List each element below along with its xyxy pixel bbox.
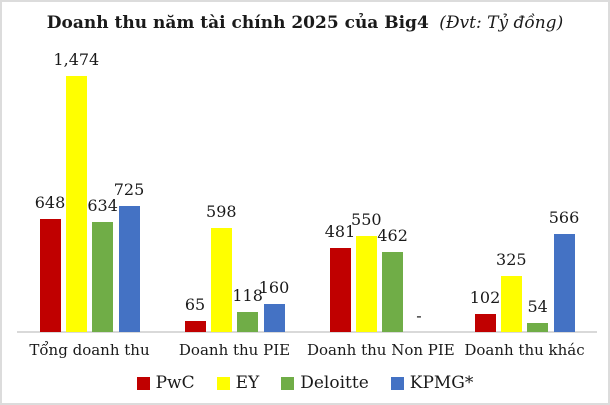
legend-swatch-icon xyxy=(390,376,404,390)
legend-swatch-icon xyxy=(136,376,150,390)
bar-value-label: 725 xyxy=(113,180,145,199)
bar-kpmg-0 xyxy=(118,206,140,332)
chart-legend: PwC EY Deloitte KPMG* xyxy=(2,373,608,393)
bar-ey-0 xyxy=(65,76,87,332)
bar-value-label: 325 xyxy=(496,250,527,269)
legend-item-deloitte: Deloitte xyxy=(281,373,369,393)
legend-label: PwC xyxy=(155,373,195,393)
bar-ey-1 xyxy=(210,228,232,332)
bar-value-label: - xyxy=(416,306,422,325)
bar-value-label: 598 xyxy=(206,202,237,221)
bar-pwc-3 xyxy=(474,314,496,332)
x-axis-line xyxy=(17,331,597,333)
chart-title-main: Doanh thu năm tài chính 2025 của Big4 xyxy=(46,13,429,33)
bar-value-label: 102 xyxy=(469,288,501,307)
bar-value-label: 1,474 xyxy=(53,50,100,69)
legend-swatch-icon xyxy=(216,376,230,390)
category-label: Doanh thu Non PIE xyxy=(307,341,455,359)
chart-title: Doanh thu năm tài chính 2025 của Big4 (Đ… xyxy=(2,13,608,33)
legend-label: Deloitte xyxy=(300,373,369,393)
bar-value-label: 462 xyxy=(377,226,408,245)
bar-ey-2 xyxy=(355,236,377,332)
category-label: Doanh thu PIE xyxy=(178,341,291,359)
bar-value-label: 550 xyxy=(351,210,382,229)
bar-pwc-1 xyxy=(184,321,206,332)
category-label: Doanh thu khác xyxy=(464,341,585,359)
legend-item-pwc: PwC xyxy=(136,373,195,393)
bar-pwc-2 xyxy=(329,248,351,332)
bar-deloitte-3 xyxy=(527,323,549,332)
legend-label: EY xyxy=(235,373,260,393)
bar-kpmg-3 xyxy=(553,234,575,332)
bar-value-label: 634 xyxy=(87,196,118,215)
bar-deloitte-1 xyxy=(237,312,259,332)
chart-title-unit: (Đvt: Tỷ đồng) xyxy=(439,13,564,33)
bar-value-label: 566 xyxy=(548,208,580,227)
legend-item-ey: EY xyxy=(216,373,260,393)
bar-kpmg-1 xyxy=(263,304,285,332)
bar-value-label: 54 xyxy=(527,297,548,316)
bar-pwc-0 xyxy=(39,219,61,332)
bar-deloitte-0 xyxy=(92,222,114,332)
category-label: Tổng doanh thu xyxy=(29,341,150,359)
legend-label: KPMG* xyxy=(409,373,474,393)
bar-deloitte-2 xyxy=(382,252,404,332)
legend-item-kpmg: KPMG* xyxy=(390,373,474,393)
bar-value-label: 160 xyxy=(258,278,290,297)
bar-value-label: 118 xyxy=(232,286,263,305)
bar-ey-3 xyxy=(500,276,522,332)
bar-value-label: 481 xyxy=(324,222,356,241)
bar-value-label: 65 xyxy=(184,295,206,314)
legend-swatch-icon xyxy=(281,376,295,390)
bar-value-label: 648 xyxy=(34,193,66,212)
